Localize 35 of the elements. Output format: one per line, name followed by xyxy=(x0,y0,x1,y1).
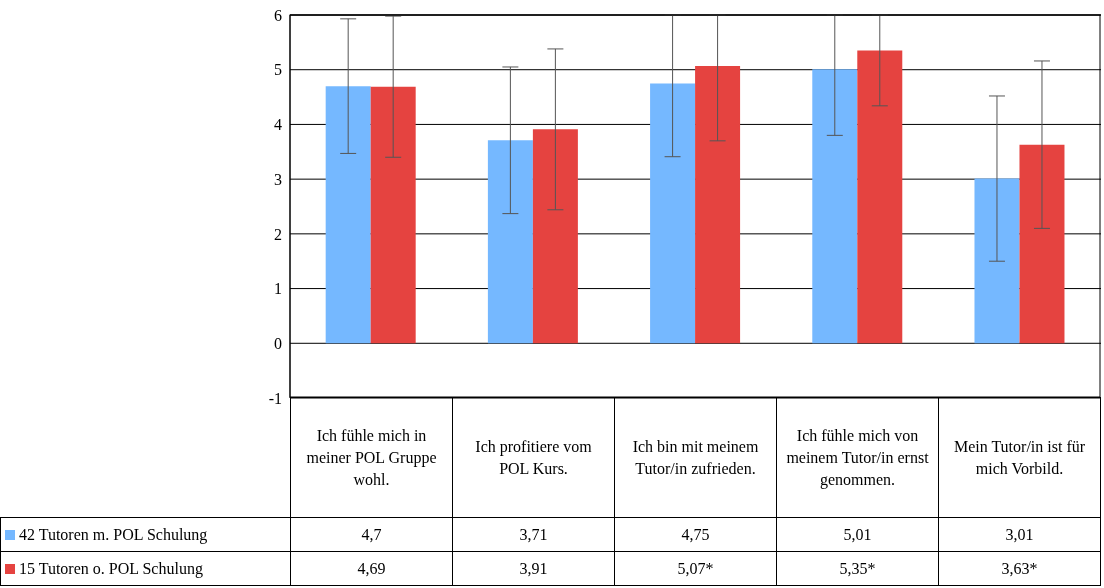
bar xyxy=(650,83,696,344)
y-tick-label: 0 xyxy=(274,334,282,352)
bar xyxy=(370,86,416,344)
x-tick-label: Ich profitiere vom POL Kurs. xyxy=(452,397,615,518)
data-label: 3,63* xyxy=(938,551,1101,586)
bar xyxy=(532,129,578,344)
bar xyxy=(857,50,903,344)
y-tick-label: 2 xyxy=(274,225,282,243)
y-tick-label: -1 xyxy=(268,389,282,407)
bar xyxy=(695,65,741,344)
y-tick-label: 6 xyxy=(274,6,282,24)
bar xyxy=(812,69,858,344)
bar xyxy=(325,86,371,344)
data-label: 5,35* xyxy=(776,551,939,586)
y-tick-label: 3 xyxy=(274,170,282,188)
x-tick-label: Ich fühle mich von meinem Tutor/in ernst genommen. xyxy=(776,397,939,518)
data-label: 3,01 xyxy=(938,517,1101,552)
x-tick-label: Ich fühle mich in meiner POL Gruppe wohl. xyxy=(290,397,453,518)
x-tick-label: Ich bin mit meinem Tutor/in zufrieden. xyxy=(614,397,777,518)
legend-label: 15 Tutoren o. POL Schulung xyxy=(0,551,291,586)
y-tick-label: 4 xyxy=(274,116,282,134)
data-label: 5,01 xyxy=(776,517,939,552)
data-label: 5,07* xyxy=(614,551,777,586)
x-tick-label: Mein Tutor/in ist für mich Vorbild. xyxy=(938,397,1101,518)
data-label: 4,69 xyxy=(290,551,453,586)
legend-label: 42 Tutoren m. POL Schulung xyxy=(0,517,291,552)
data-label: 3,71 xyxy=(452,517,615,552)
data-label: 3,91 xyxy=(452,551,615,586)
bar xyxy=(487,140,533,344)
bar xyxy=(974,178,1020,344)
data-label: 4,7 xyxy=(290,517,453,552)
y-tick-label: 5 xyxy=(274,61,282,79)
data-label: 4,75 xyxy=(614,517,777,552)
bar xyxy=(1019,144,1065,344)
y-tick-label: 1 xyxy=(274,280,282,298)
